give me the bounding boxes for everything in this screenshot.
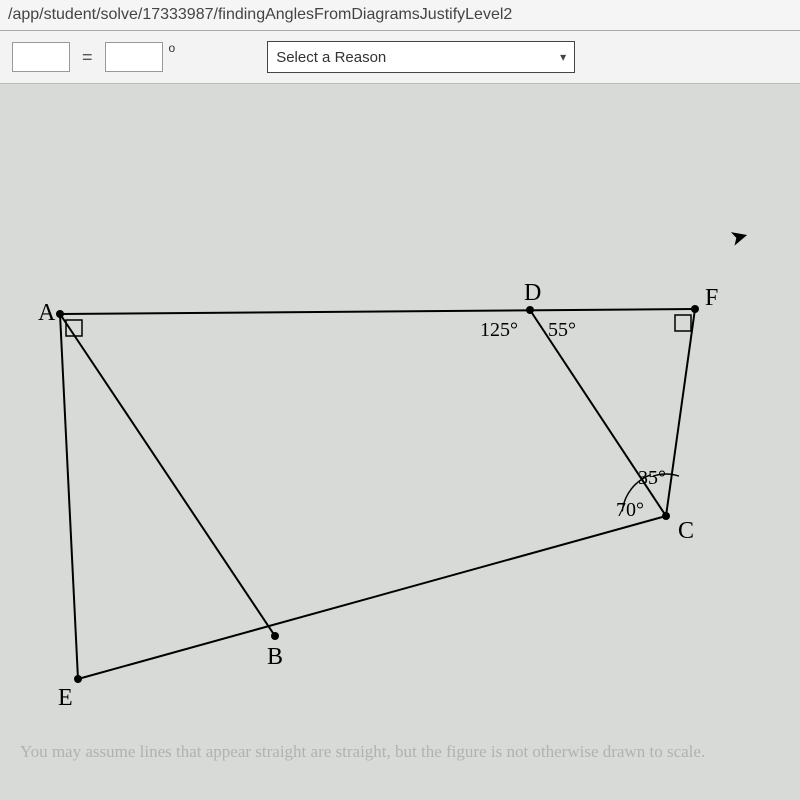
geometry-svg: A D F C B E 125° 55° 35° 70° (0, 84, 800, 784)
url-bar: /app/student/solve/17333987/findingAngle… (0, 0, 800, 31)
svg-text:70°: 70° (616, 499, 644, 521)
svg-text:B: B (267, 644, 283, 670)
equals-sign: = (82, 47, 93, 68)
scale-note: You may assume lines that appear straigh… (20, 742, 705, 762)
svg-text:A: A (38, 300, 56, 326)
chevron-down-icon: ▾ (560, 50, 566, 64)
svg-text:35°: 35° (638, 467, 666, 489)
svg-text:C: C (678, 518, 694, 544)
angle-input-right[interactable] (105, 42, 163, 72)
reason-select[interactable]: Select a Reason ▾ (267, 41, 575, 73)
answer-toolbar: = o Select a Reason ▾ (0, 31, 800, 84)
reason-placeholder: Select a Reason (276, 49, 386, 66)
degree-symbol: o (169, 41, 176, 55)
svg-text:125°: 125° (480, 319, 518, 341)
svg-text:D: D (524, 280, 541, 306)
angle-input-left[interactable] (12, 42, 70, 72)
svg-text:E: E (58, 685, 73, 711)
svg-text:55°: 55° (548, 319, 576, 341)
svg-text:F: F (705, 285, 718, 311)
diagram-canvas: A D F C B E 125° 55° 35° 70° You may assume lines… (0, 84, 800, 784)
